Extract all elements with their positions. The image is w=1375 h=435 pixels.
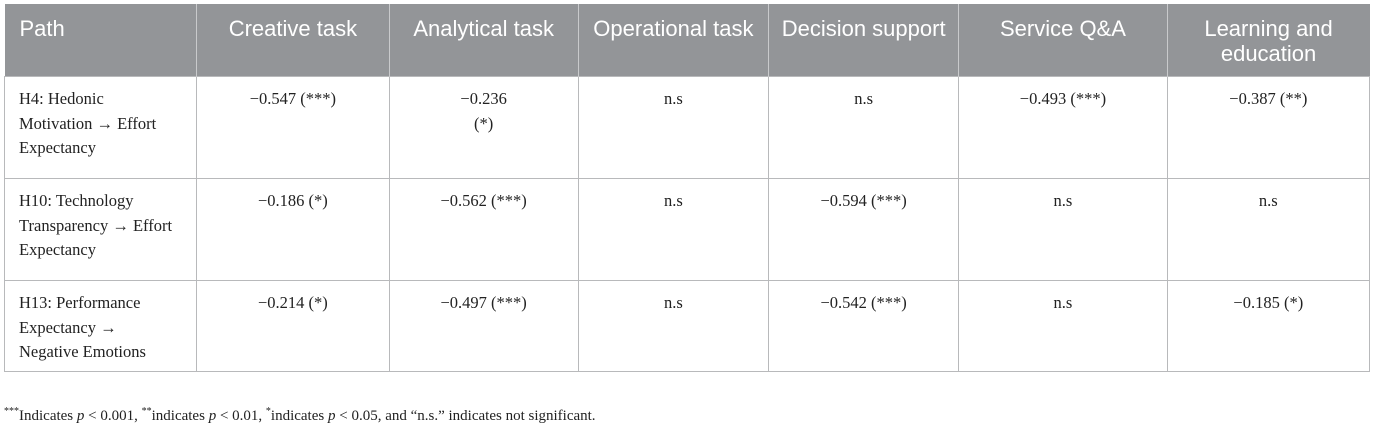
- footnote-text: < 0.001,: [84, 408, 142, 424]
- significance-marker: *: [265, 406, 271, 417]
- header-operational-task: Operational task: [577, 4, 769, 77]
- value-cell: n.s: [577, 76, 770, 179]
- footnote-text: Indicates: [19, 408, 77, 424]
- p-symbol: p: [208, 408, 217, 424]
- value-cell: −0.214 (*): [196, 280, 390, 372]
- value-cell: −0.547 (***): [196, 76, 390, 179]
- value-cell: n.s: [1166, 178, 1371, 281]
- header-path: Path: [4, 4, 197, 77]
- footnote-text: indicates: [151, 408, 209, 424]
- header-learning-education: Learning and education: [1166, 4, 1370, 77]
- value-cell: n.s: [577, 280, 770, 372]
- path-cell: H13: Performance Expectancy → Negative E…: [3, 280, 198, 372]
- footnote-text: < 0.05, and “n.s.” indicates not signifi…: [335, 408, 596, 424]
- value-cell: −0.387 (**): [1166, 76, 1371, 179]
- value-cell: −0.185 (*): [1166, 280, 1371, 372]
- value-cell: n.s: [958, 280, 1168, 372]
- footnote-text: indicates: [270, 408, 328, 424]
- value-cell: −0.594 (***): [768, 178, 960, 281]
- value-cell: −0.562 (***): [388, 178, 579, 281]
- value-cell: −0.497 (***): [388, 280, 579, 372]
- header-service-qa: Service Q&A: [958, 4, 1168, 77]
- results-table: Path Creative task Analytical task Opera…: [3, 4, 1371, 372]
- header-analytical-task: Analytical task: [388, 4, 579, 77]
- header-creative-task: Creative task: [196, 4, 390, 77]
- table-row: H10: Technology Transparency → Effort Ex…: [3, 178, 1371, 281]
- path-cell: H4: Hedonic Motivation → Effort Expectan…: [3, 76, 198, 179]
- header-decision-support: Decision support: [768, 4, 959, 77]
- value-cell: −0.493 (***): [958, 76, 1168, 179]
- results-table-container: Path Creative task Analytical task Opera…: [3, 4, 1371, 372]
- value-cell: −0.236 (*): [388, 76, 579, 179]
- value-cell: −0.542 (***): [768, 280, 960, 372]
- table-row: H4: Hedonic Motivation → Effort Expectan…: [3, 76, 1371, 179]
- header-row: Path Creative task Analytical task Opera…: [4, 4, 1370, 77]
- value-cell: −0.186 (*): [196, 178, 390, 281]
- p-symbol: p: [327, 408, 336, 424]
- footnote-text: < 0.01,: [216, 408, 266, 424]
- table-row: H13: Performance Expectancy → Negative E…: [3, 280, 1371, 372]
- value-cell: n.s: [577, 178, 770, 281]
- significance-marker: ***: [4, 406, 19, 417]
- path-cell: H10: Technology Transparency → Effort Ex…: [3, 178, 198, 281]
- p-symbol: p: [76, 408, 85, 424]
- value-cell: n.s: [958, 178, 1168, 281]
- table-footnote: ***Indicates p < 0.001, **indicates p < …: [4, 406, 596, 425]
- value-cell: n.s: [768, 76, 960, 179]
- significance-marker: **: [141, 406, 152, 417]
